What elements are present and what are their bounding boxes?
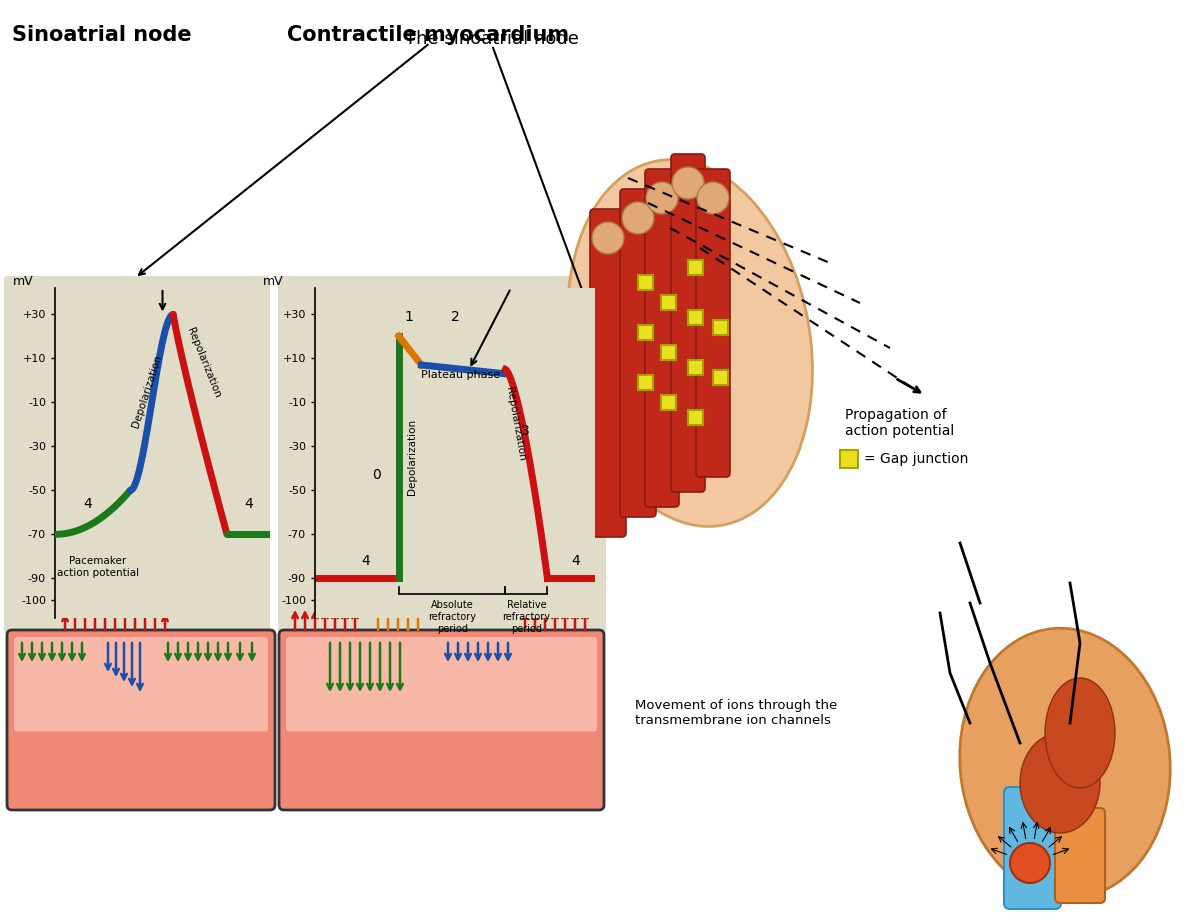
- Text: 4: 4: [244, 497, 253, 510]
- Text: Ca++: Ca++: [458, 646, 498, 660]
- FancyBboxPatch shape: [840, 450, 858, 468]
- Text: Depolarization: Depolarization: [131, 354, 164, 429]
- Ellipse shape: [1020, 733, 1100, 833]
- FancyBboxPatch shape: [14, 637, 268, 732]
- FancyBboxPatch shape: [638, 275, 653, 290]
- Text: Contractile myocardium: Contractile myocardium: [287, 25, 569, 45]
- FancyBboxPatch shape: [696, 169, 730, 477]
- Text: 3: 3: [521, 425, 529, 438]
- Circle shape: [1010, 843, 1050, 883]
- FancyBboxPatch shape: [278, 276, 606, 634]
- Text: = Gap junction: = Gap junction: [864, 452, 968, 466]
- Text: Absolute
refractory
period: Absolute refractory period: [428, 600, 476, 633]
- Text: Propagation of
action potential: Propagation of action potential: [845, 408, 954, 438]
- Text: Repolarization: Repolarization: [185, 326, 222, 400]
- FancyBboxPatch shape: [688, 410, 703, 425]
- Text: 4: 4: [361, 554, 370, 569]
- FancyBboxPatch shape: [688, 360, 703, 375]
- Text: mV: mV: [12, 275, 34, 288]
- FancyBboxPatch shape: [688, 310, 703, 325]
- FancyBboxPatch shape: [286, 637, 598, 732]
- Text: Na+: Na+: [350, 703, 379, 716]
- FancyBboxPatch shape: [713, 320, 728, 335]
- Text: 0: 0: [372, 468, 380, 483]
- Text: K+: K+: [544, 583, 566, 597]
- Text: Sinoatrial node: Sinoatrial node: [12, 25, 192, 45]
- Text: Na+: Na+: [35, 646, 65, 660]
- Text: Pacemaker
action potential: Pacemaker action potential: [56, 557, 139, 578]
- Text: K+: K+: [104, 573, 126, 587]
- Text: Ca++: Ca++: [104, 684, 144, 697]
- Text: 4: 4: [83, 497, 91, 510]
- FancyBboxPatch shape: [661, 295, 676, 310]
- Text: mV: mV: [263, 275, 283, 288]
- Circle shape: [697, 182, 730, 214]
- FancyBboxPatch shape: [590, 209, 626, 537]
- FancyBboxPatch shape: [278, 630, 604, 810]
- Circle shape: [622, 202, 654, 234]
- FancyBboxPatch shape: [7, 630, 275, 810]
- FancyBboxPatch shape: [671, 154, 706, 492]
- FancyBboxPatch shape: [661, 395, 676, 410]
- FancyBboxPatch shape: [1004, 787, 1061, 909]
- Text: Depolarization: Depolarization: [407, 419, 416, 496]
- Ellipse shape: [568, 160, 812, 526]
- Text: Plateau phase: Plateau phase: [421, 370, 500, 380]
- Text: 2: 2: [451, 310, 460, 324]
- FancyBboxPatch shape: [4, 276, 270, 634]
- Circle shape: [646, 182, 678, 214]
- Text: Relative
refractory
period: Relative refractory period: [503, 600, 551, 633]
- Text: Movement of ions through the
transmembrane ion channels: Movement of ions through the transmembra…: [635, 699, 838, 727]
- FancyBboxPatch shape: [688, 260, 703, 275]
- Ellipse shape: [1045, 678, 1115, 788]
- Text: Na+: Na+: [196, 646, 224, 660]
- FancyBboxPatch shape: [713, 370, 728, 385]
- Ellipse shape: [960, 629, 1170, 898]
- Circle shape: [592, 222, 624, 254]
- FancyBboxPatch shape: [1055, 808, 1105, 903]
- FancyBboxPatch shape: [638, 375, 653, 390]
- Text: K+: K+: [314, 583, 336, 597]
- Text: Repolarization: Repolarization: [504, 387, 527, 462]
- FancyBboxPatch shape: [646, 169, 679, 507]
- FancyBboxPatch shape: [620, 189, 656, 517]
- FancyBboxPatch shape: [661, 345, 676, 360]
- Circle shape: [672, 167, 704, 199]
- FancyBboxPatch shape: [638, 325, 653, 340]
- Text: Cytoplasm: Cytoplasm: [492, 771, 558, 784]
- Text: 4: 4: [571, 554, 580, 569]
- Text: 1: 1: [404, 310, 413, 324]
- Text: K+: K+: [386, 569, 409, 583]
- Text: The sinoatrial node: The sinoatrial node: [406, 30, 578, 48]
